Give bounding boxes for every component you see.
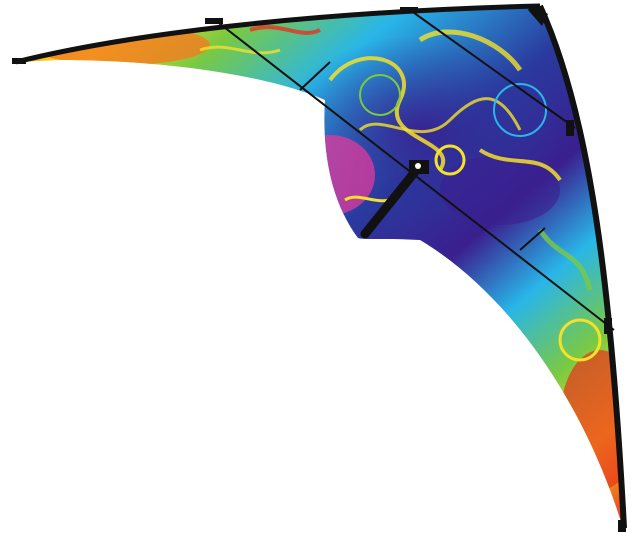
center-spine <box>360 163 423 239</box>
kite-sail <box>18 8 622 525</box>
top-spreader-spar <box>409 9 576 129</box>
standoff <box>299 61 331 91</box>
leading-edge-spar <box>15 3 541 65</box>
nose-cap <box>528 4 548 26</box>
left-wingtip <box>12 58 26 64</box>
right-wingtip <box>618 520 626 532</box>
center-bolt <box>415 163 421 169</box>
right-leading-edge-spar <box>537 4 627 529</box>
standoff <box>519 227 546 251</box>
